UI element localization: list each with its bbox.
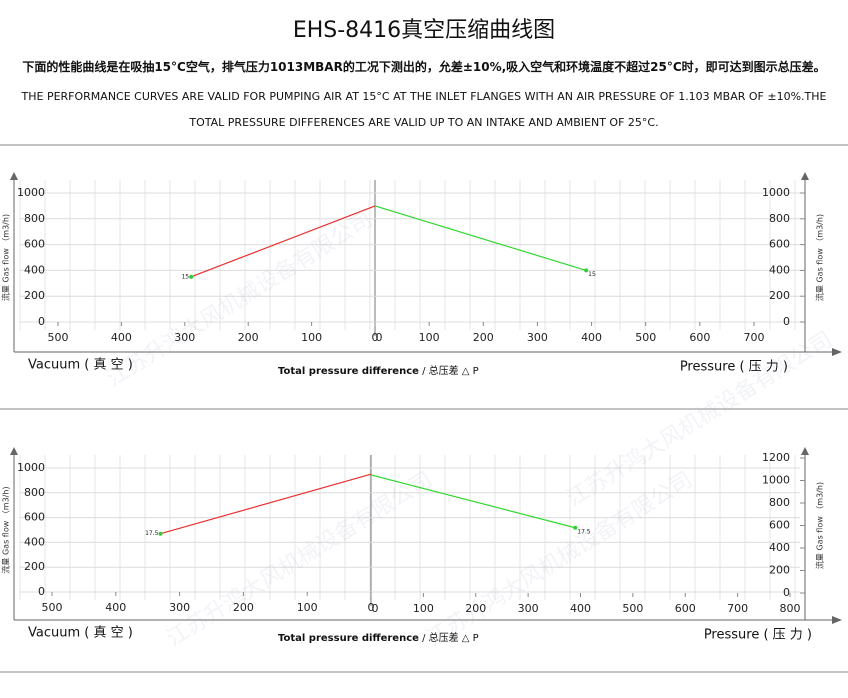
x-label-center: Total pressure difference / 总压差 △ P (278, 364, 479, 377)
axis-arrow (832, 616, 842, 624)
x-tick-label: 500 (622, 602, 643, 615)
axis-arrow (10, 172, 18, 180)
point-marker (158, 531, 163, 536)
y-tick-label: 0 (38, 315, 45, 328)
axis-arrow (10, 447, 18, 455)
y2-axis-label: 流量 Gas flow （m3/h) (815, 482, 825, 569)
x-label-center: Total pressure difference / 总压差 △ P (278, 631, 479, 644)
x-tick-label: 300 (518, 602, 539, 615)
y-tick-label: 600 (24, 238, 45, 251)
x-tick-label: 0 (372, 602, 379, 615)
y-tick-label: 400 (24, 263, 45, 276)
y2-tick-label: 600 (769, 238, 790, 251)
x-tick-label: 400 (111, 331, 132, 344)
axis-arrow (801, 172, 809, 180)
x-tick-label: 200 (233, 601, 254, 614)
y2-tick-label: 400 (769, 541, 790, 554)
x-label-left: Vacuum ( 真 空 ) (28, 626, 133, 641)
note-en: THE PERFORMANCE CURVES ARE VALID FOR PUM… (21, 90, 827, 129)
x-tick-label: 600 (675, 602, 696, 615)
x-tick-label: 0 (376, 331, 383, 344)
point-marker (189, 274, 194, 279)
y-tick-label: 800 (24, 486, 45, 499)
y2-tick-label: 200 (769, 289, 790, 302)
y2-tick-label: 400 (769, 263, 790, 276)
x-tick-label: 200 (473, 331, 494, 344)
point-label: 15 (181, 273, 189, 280)
x-label-right: Pressure ( 压 力 ) (704, 628, 812, 643)
x-label-bold: Total pressure difference (278, 366, 419, 377)
x-tick-label: 200 (238, 331, 259, 344)
y2-axis-label: 流量 Gas flow （m3/h) (815, 214, 825, 301)
curve (190, 205, 376, 278)
x-tick-label: 0 (368, 601, 375, 614)
x-label-bold: Total pressure difference (278, 633, 419, 644)
watermark: 江苏升鸿大风机械设备有限公司 (103, 207, 377, 391)
x-tick-label: 300 (527, 331, 548, 344)
x-tick-label: 300 (169, 601, 190, 614)
y-axis-label: 流量 Gas flow （m3/h) (1, 486, 11, 573)
note-cn: 下面的性能曲线是在吸抽15°C空气，排气压力1013MBAR的工况下测出的，允差… (22, 60, 826, 74)
point-label: 17.5 (145, 530, 159, 537)
y2-tick-label: 1200 (762, 451, 790, 464)
x-label-right: Pressure ( 压 力 ) (680, 360, 788, 375)
y-tick-label: 800 (24, 212, 45, 225)
x-tick-label: 100 (297, 601, 318, 614)
y2-tick-label: 0 (783, 315, 790, 328)
x-tick-label: 500 (42, 601, 63, 614)
curve (370, 474, 576, 529)
y2-tick-label: 800 (769, 212, 790, 225)
curve (374, 205, 587, 271)
x-tick-label: 300 (174, 331, 195, 344)
axis-arrow (801, 447, 809, 455)
y2-tick-label: 800 (769, 496, 790, 509)
point-marker (573, 525, 578, 530)
y-tick-label: 200 (24, 289, 45, 302)
y-tick-label: 400 (24, 535, 45, 548)
point-marker (584, 268, 589, 273)
y2-tick-label: 600 (769, 519, 790, 532)
y-tick-label: 600 (24, 511, 45, 524)
x-tick-label: 600 (689, 331, 710, 344)
y-tick-label: 1000 (17, 461, 45, 474)
axis-arrow (832, 348, 842, 356)
x-tick-label: 400 (570, 602, 591, 615)
x-label-left: Vacuum ( 真 空 ) (28, 358, 133, 373)
x-tick-label: 200 (465, 602, 486, 615)
y2-tick-label: 200 (769, 564, 790, 577)
y-tick-label: 200 (24, 560, 45, 573)
y2-tick-label: 0 (783, 586, 790, 599)
x-tick-label: 500 (48, 331, 69, 344)
y2-tick-label: 1000 (762, 474, 790, 487)
x-tick-label: 400 (581, 331, 602, 344)
x-tick-label: 100 (301, 331, 322, 344)
point-label: 15 (588, 271, 596, 278)
x-label-rest: / 总压差 △ P (419, 631, 479, 644)
watermark: 江苏升鸿大风机械设备有限公司 (163, 467, 437, 651)
y-axis-label: 流量 Gas flow （m3/h) (1, 214, 11, 301)
watermark: 江苏升鸿大风机械设备有限公司 (423, 467, 697, 651)
x-tick-label: 100 (419, 331, 440, 344)
watermark: 江苏升鸿大风机械设备有限公司 (563, 327, 837, 511)
y-tick-label: 0 (38, 585, 45, 598)
x-tick-label: 700 (744, 331, 765, 344)
title: EHS-8416真空压缩曲线图 (292, 18, 556, 43)
x-tick-label: 400 (105, 601, 126, 614)
y2-tick-label: 1000 (762, 186, 790, 199)
curve (160, 473, 372, 535)
x-tick-label: 0 (372, 331, 379, 344)
point-label: 17.5 (577, 528, 591, 535)
x-tick-label: 500 (635, 331, 656, 344)
x-tick-label: 700 (727, 602, 748, 615)
x-tick-label: 100 (413, 602, 434, 615)
x-tick-label: 800 (780, 602, 801, 615)
y-tick-label: 1000 (17, 186, 45, 199)
x-label-rest: / 总压差 △ P (419, 364, 479, 377)
